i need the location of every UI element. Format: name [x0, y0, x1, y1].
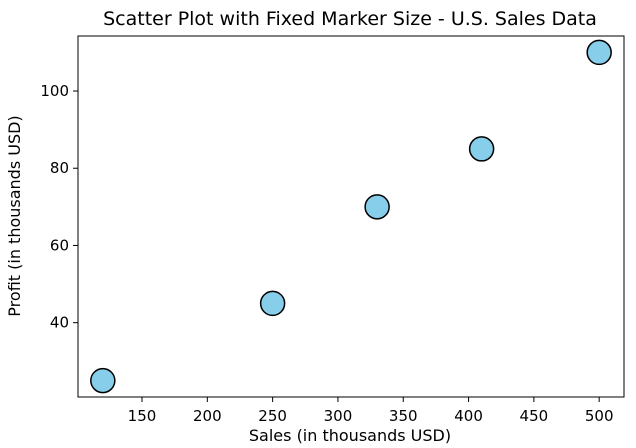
x-tick-label: 500 — [585, 407, 614, 425]
x-tick-label: 450 — [520, 407, 549, 425]
x-axis-label: Sales (in thousands USD) — [249, 426, 451, 445]
point — [468, 136, 495, 162]
x-tick-label: 150 — [128, 407, 157, 425]
y-tick-label: 60 — [50, 236, 69, 254]
plot-frame — [77, 35, 625, 398]
y-tick-label: 80 — [50, 159, 69, 177]
point — [586, 39, 612, 66]
x-tick-label: 300 — [324, 407, 353, 425]
x-tick-label: 200 — [193, 407, 222, 425]
chart-title: Scatter Plot with Fixed Marker Size - U.… — [103, 8, 597, 30]
point — [90, 367, 116, 394]
point — [259, 290, 286, 317]
y-tick-label: 40 — [50, 314, 69, 332]
x-tick-label: 350 — [389, 407, 418, 425]
point — [364, 194, 390, 220]
x-tick-label: 400 — [454, 407, 483, 425]
y-tick-label: 100 — [40, 82, 69, 100]
x-tick-label: 250 — [258, 407, 287, 425]
y-axis-label: Profit (in thousands USD) — [5, 115, 24, 316]
